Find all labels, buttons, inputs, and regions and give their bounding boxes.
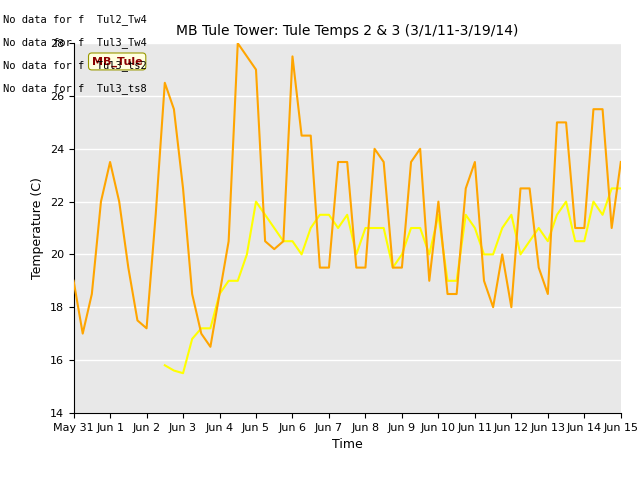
- Text: No data for f  Tul3_Tw4: No data for f Tul3_Tw4: [3, 36, 147, 48]
- Tul2_Ts-2: [234, 40, 242, 46]
- Text: No data for f  Tul3_ts2: No data for f Tul3_ts2: [3, 60, 147, 71]
- Tul2_Ts-8: [161, 362, 169, 368]
- X-axis label: Time: Time: [332, 438, 363, 451]
- Tul2_Ts-2: [197, 331, 205, 336]
- Tul2_Ts-2: [617, 159, 625, 165]
- Tul2_Ts-8: [499, 225, 506, 231]
- Text: No data for f  Tul3_ts8: No data for f Tul3_ts8: [3, 83, 147, 94]
- Tul2_Ts-8: [608, 186, 616, 192]
- Tul2_Ts-2: [416, 146, 424, 152]
- Tul2_Ts-2: [562, 120, 570, 125]
- Title: MB Tule Tower: Tule Temps 2 & 3 (3/1/11-3/19/14): MB Tule Tower: Tule Temps 2 & 3 (3/1/11-…: [176, 24, 518, 38]
- Tul2_Ts-8: [599, 212, 607, 218]
- Line: Tul2_Ts-8: Tul2_Ts-8: [165, 189, 621, 373]
- Line: Tul2_Ts-2: Tul2_Ts-2: [74, 43, 621, 347]
- Tul2_Ts-8: [617, 186, 625, 192]
- Tul2_Ts-8: [316, 212, 324, 218]
- Tul2_Ts-8: [179, 371, 187, 376]
- Text: No data for f  Tul2_Tw4: No data for f Tul2_Tw4: [3, 13, 147, 24]
- Tul2_Ts-2: [280, 239, 287, 244]
- Y-axis label: Temperature (C): Temperature (C): [31, 177, 44, 279]
- Tul2_Ts-8: [471, 225, 479, 231]
- Tul2_Ts-2: [70, 278, 77, 284]
- Tul2_Ts-8: [271, 225, 278, 231]
- Text: MB_Tule: MB_Tule: [92, 56, 143, 67]
- Tul2_Ts-2: [179, 186, 187, 192]
- Tul2_Ts-2: [207, 344, 214, 350]
- Tul2_Ts-8: [307, 225, 315, 231]
- Tul2_Ts-2: [380, 159, 388, 165]
